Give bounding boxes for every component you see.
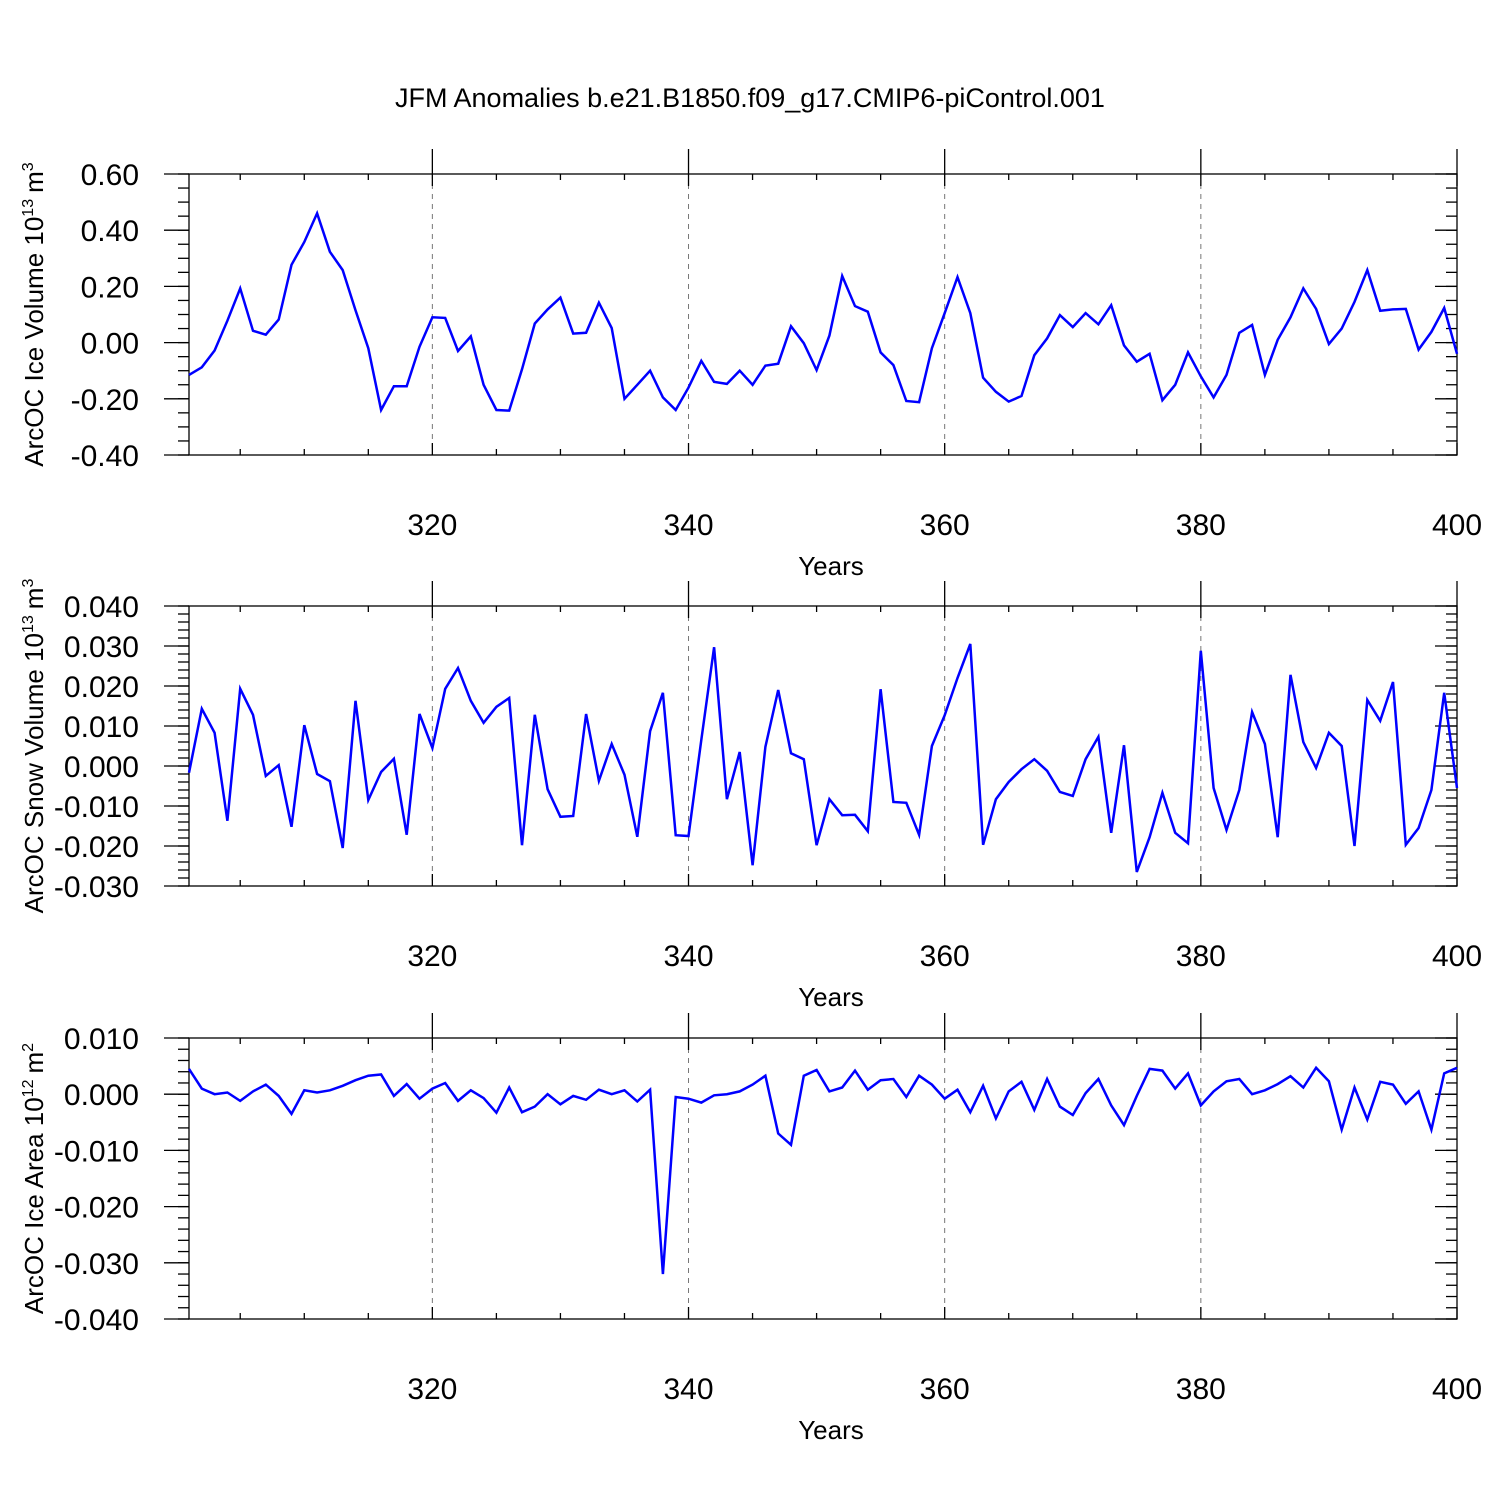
y-tick-label: -0.40 bbox=[71, 440, 139, 473]
y-tick-label: -0.040 bbox=[54, 1304, 139, 1337]
x-tick-label: 320 bbox=[407, 509, 457, 542]
y-tick-label: -0.20 bbox=[71, 384, 139, 417]
y-tick-label: 0.000 bbox=[64, 1079, 139, 1112]
y-tick-label: 0.040 bbox=[64, 591, 139, 624]
x-tick-label: 360 bbox=[920, 509, 970, 542]
x-tick-label: 320 bbox=[407, 1373, 457, 1406]
x-tick-label: 380 bbox=[1176, 1373, 1226, 1406]
x-tick-label: 340 bbox=[663, 940, 713, 973]
x-tick-label: 320 bbox=[407, 940, 457, 973]
y-axis-label: ArcOC Snow Volume 1013m3 bbox=[19, 579, 49, 914]
y-tick-label: 0.010 bbox=[64, 711, 139, 744]
x-tick-label: 360 bbox=[920, 1373, 970, 1406]
y-tick-label: 0.60 bbox=[81, 159, 139, 192]
plot-frame bbox=[188, 1037, 1458, 1320]
series-line bbox=[187, 1065, 1458, 1275]
x-axis-label: Years bbox=[798, 982, 864, 1012]
series-line bbox=[187, 643, 1459, 873]
x-tick-label: 340 bbox=[663, 509, 713, 542]
x-axis-label: Years bbox=[798, 1415, 864, 1445]
y-tick-label: 0.020 bbox=[64, 671, 139, 704]
y-axis-label: ArcOC Ice Area 1012m2 bbox=[19, 1043, 49, 1314]
y-tick-label: 0.030 bbox=[64, 631, 139, 664]
y-tick-label: -0.010 bbox=[54, 791, 139, 824]
y-tick-label: -0.030 bbox=[54, 871, 139, 904]
chart-panel-2: 320 340 360 380 400 0.040 0.030 0.020 0.010 0.000… bbox=[19, 579, 1482, 1012]
x-tick-label: 360 bbox=[920, 940, 970, 973]
figure-title: JFM Anomalies b.e21.B1850.f09_g17.CMIP6-… bbox=[395, 83, 1105, 113]
x-tick-label: 400 bbox=[1432, 1373, 1482, 1406]
x-tick-label: 380 bbox=[1176, 509, 1226, 542]
y-tick-label: -0.030 bbox=[54, 1248, 139, 1281]
y-tick-label: -0.010 bbox=[54, 1135, 139, 1168]
y-tick-label: -0.020 bbox=[54, 1192, 139, 1225]
panels: 320 340 360 380 400 0.60 0.40 0.20 0.00 -0.20 -0.4… bbox=[19, 149, 1482, 1445]
y-axis-label: ArcOC Ice Volume 1013m3 bbox=[19, 162, 49, 466]
chart-panel-1: 320 340 360 380 400 0.60 0.40 0.20 0.00 -0.20 -0.4… bbox=[19, 149, 1482, 581]
x-tick-label: 400 bbox=[1432, 509, 1482, 542]
series-line bbox=[188, 209, 1459, 414]
x-tick-label: 400 bbox=[1432, 940, 1482, 973]
y-tick-label: 0.010 bbox=[64, 1023, 139, 1056]
x-tick-label: 340 bbox=[663, 1373, 713, 1406]
y-tick-label: -0.020 bbox=[54, 831, 139, 864]
y-tick-label: 0.20 bbox=[81, 271, 139, 304]
plot-frame bbox=[188, 605, 1458, 887]
y-tick-label: 0.000 bbox=[64, 751, 139, 784]
chart-panel-3: 320 340 360 380 400 0.010 0.000 -0.010 -0.020 -0.… bbox=[19, 1013, 1482, 1445]
y-tick-label: 0.40 bbox=[81, 215, 139, 248]
y-tick-label: 0.00 bbox=[81, 328, 139, 361]
x-axis-label: Years bbox=[798, 551, 864, 581]
x-tick-label: 380 bbox=[1176, 940, 1226, 973]
